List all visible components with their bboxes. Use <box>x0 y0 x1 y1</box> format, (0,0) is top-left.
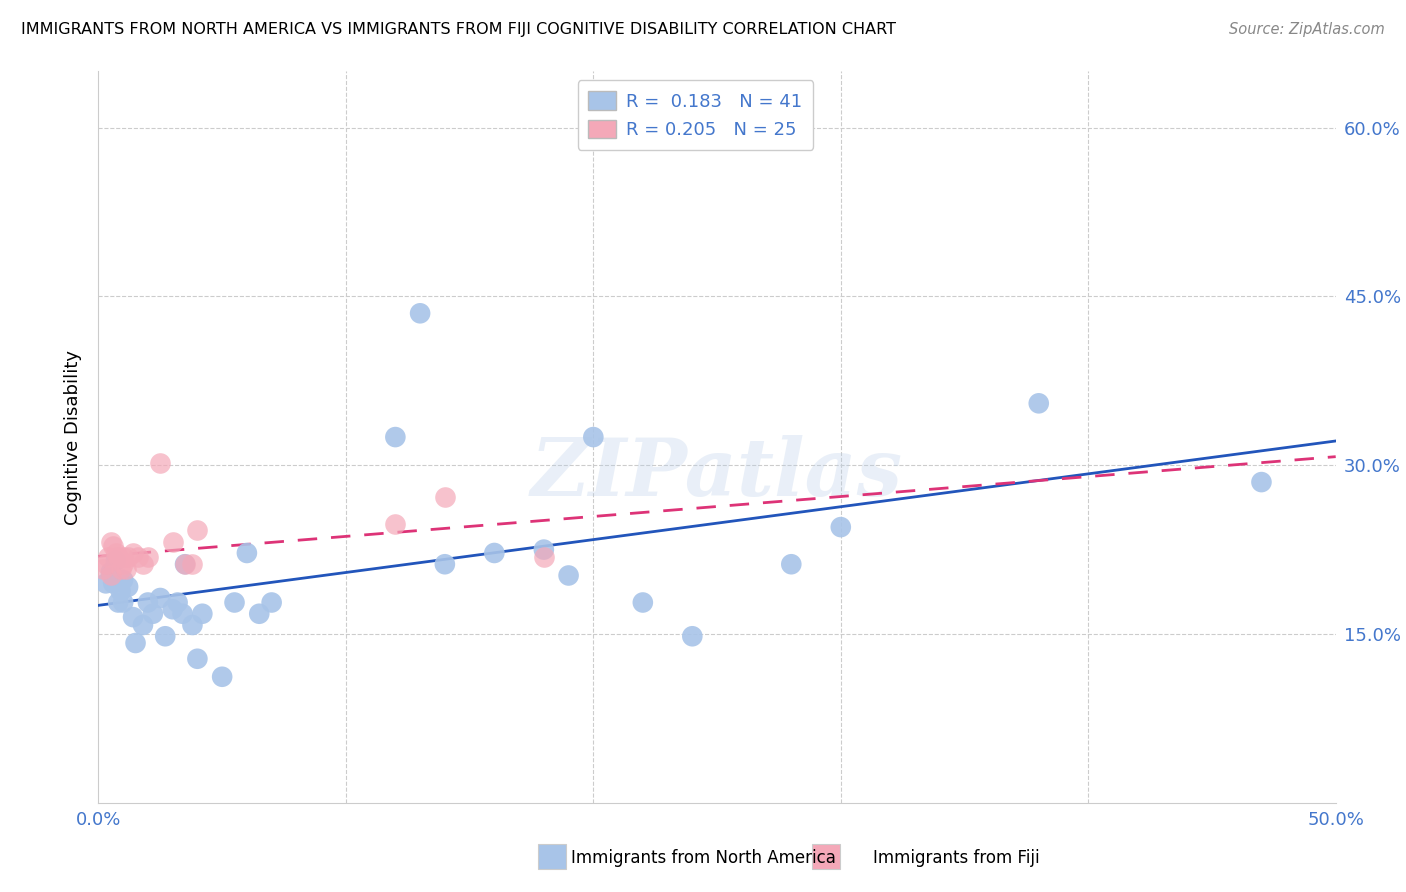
Point <box>103 539 125 553</box>
Point <box>384 430 406 444</box>
FancyBboxPatch shape <box>813 844 841 869</box>
Point <box>409 306 432 320</box>
Point <box>260 595 283 609</box>
Point <box>162 534 184 549</box>
Point <box>114 562 136 576</box>
Point <box>224 595 246 609</box>
Text: Source: ZipAtlas.com: Source: ZipAtlas.com <box>1229 22 1385 37</box>
Point <box>107 550 129 565</box>
Point <box>127 550 149 565</box>
Point <box>533 550 555 565</box>
Text: ZIPatlas: ZIPatlas <box>531 435 903 512</box>
Point <box>433 490 456 504</box>
Point <box>174 558 197 572</box>
Point <box>110 562 132 576</box>
Point <box>97 550 120 565</box>
Point <box>124 636 146 650</box>
Point <box>117 580 139 594</box>
Point <box>155 629 177 643</box>
Point <box>172 607 194 621</box>
Point <box>93 562 115 576</box>
Text: Immigrants from North America: Immigrants from North America <box>571 849 835 867</box>
Y-axis label: Cognitive Disability: Cognitive Disability <box>65 350 83 524</box>
Point <box>122 546 145 560</box>
Point <box>149 591 172 605</box>
Point <box>100 568 122 582</box>
Point <box>247 607 270 621</box>
Point <box>557 568 579 582</box>
Point <box>132 618 155 632</box>
Point <box>100 565 122 579</box>
Point <box>142 607 165 621</box>
Point <box>211 670 233 684</box>
Point <box>780 558 803 572</box>
Point <box>94 558 117 572</box>
Point <box>681 629 703 643</box>
Point <box>191 607 214 621</box>
Point <box>100 534 122 549</box>
Point <box>132 558 155 572</box>
Point <box>117 550 139 565</box>
Point <box>110 584 132 599</box>
Point <box>1028 396 1050 410</box>
Point <box>162 602 184 616</box>
Point <box>1250 475 1272 489</box>
Point <box>122 610 145 624</box>
Point <box>136 595 159 609</box>
Point <box>186 652 208 666</box>
Point <box>107 595 129 609</box>
Point <box>136 550 159 565</box>
Point <box>181 618 204 632</box>
Point <box>112 595 135 609</box>
Point <box>236 546 259 560</box>
Point <box>830 520 852 534</box>
FancyBboxPatch shape <box>537 844 567 869</box>
Point <box>384 516 406 531</box>
Point <box>104 546 127 560</box>
Legend: R =  0.183   N = 41, R = 0.205   N = 25: R = 0.183 N = 41, R = 0.205 N = 25 <box>578 80 813 150</box>
Point <box>149 456 172 470</box>
Point <box>103 576 125 591</box>
Text: Immigrants from Fiji: Immigrants from Fiji <box>873 849 1039 867</box>
Point <box>186 524 208 538</box>
Point <box>112 558 135 572</box>
Point <box>582 430 605 444</box>
Point <box>484 546 506 560</box>
Point <box>181 558 204 572</box>
Point <box>112 550 135 565</box>
Point <box>94 576 117 591</box>
Point <box>112 573 135 587</box>
Point <box>433 558 456 572</box>
Point <box>166 595 188 609</box>
Point <box>174 558 197 572</box>
Point <box>533 542 555 557</box>
Point <box>631 595 654 609</box>
Point <box>104 554 127 568</box>
Text: IMMIGRANTS FROM NORTH AMERICA VS IMMIGRANTS FROM FIJI COGNITIVE DISABILITY CORRE: IMMIGRANTS FROM NORTH AMERICA VS IMMIGRA… <box>21 22 896 37</box>
